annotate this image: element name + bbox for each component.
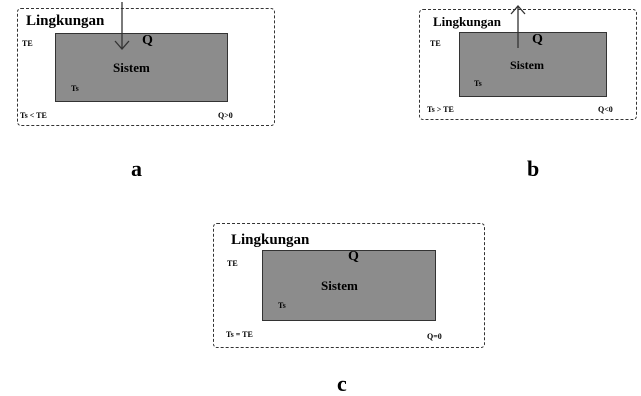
- panel-b-heat-label: Q: [532, 32, 543, 47]
- panel-c-system-label: Sistem: [321, 278, 358, 293]
- panel-c-heat-label: Q: [348, 249, 359, 264]
- panel-a-system-temp: Ts: [71, 84, 79, 93]
- panel-c-temp-relation: Ts = TE: [226, 330, 253, 339]
- panel-b-temp-relation: Ts > TE: [427, 105, 454, 114]
- panel-a-caption: a: [131, 156, 142, 181]
- panel-b-heat-out-arrow: [510, 5, 526, 48]
- panel-b-environment-temp: TE: [430, 39, 441, 48]
- panel-b-environment-label: Lingkungan: [433, 14, 501, 29]
- panel-a-environment-label: Lingkungan: [26, 13, 105, 29]
- panel-b-system-box: [459, 32, 607, 97]
- panel-a-temp-relation: Ts < TE: [20, 111, 47, 120]
- panel-c-caption: c: [337, 371, 347, 396]
- panel-a-system-box: [55, 33, 228, 102]
- panel-a-heat-sign: Q>0: [218, 111, 233, 120]
- panel-b-caption: b: [527, 156, 540, 181]
- panel-c-system-box: [262, 250, 436, 321]
- panel-b-environment-box: [419, 9, 637, 120]
- panel-b-system-temp: Ts: [474, 79, 482, 88]
- panel-c-environment-box: [213, 223, 485, 348]
- panel-b-heat-sign: Q<0: [598, 105, 613, 114]
- panel-a-environment-box: [17, 8, 275, 126]
- panel-a-heat-in-arrow: [114, 2, 130, 50]
- panel-a-environment-temp: TE: [22, 39, 33, 48]
- panel-a-system-label: Sistem: [113, 60, 150, 75]
- panel-c-system-temp: Ts: [278, 301, 286, 310]
- panel-c-heat-sign: Q=0: [427, 332, 442, 341]
- panel-c-environment-temp: TE: [227, 259, 238, 268]
- panel-a-heat-label: Q: [142, 33, 153, 48]
- panel-b-system-label: Sistem: [510, 58, 544, 72]
- panel-c-environment-label: Lingkungan: [231, 232, 310, 248]
